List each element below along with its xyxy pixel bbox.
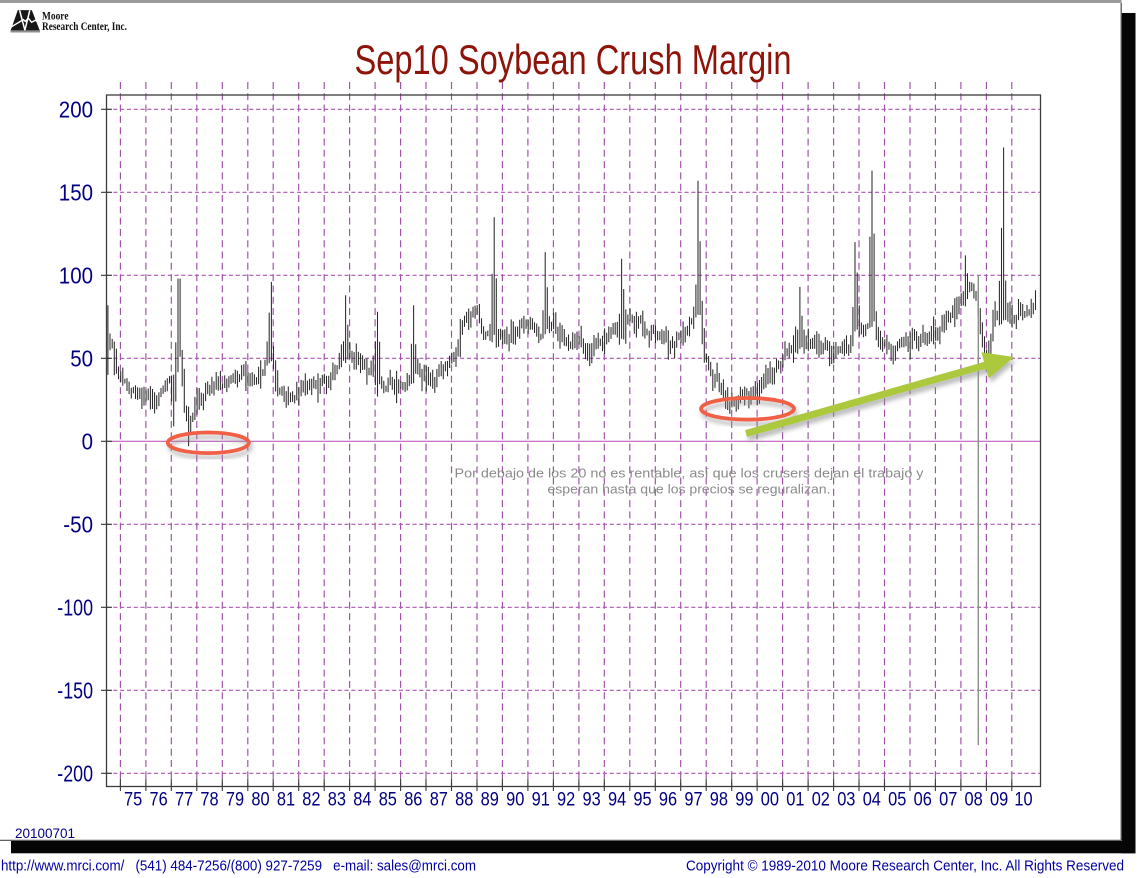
svg-text:09: 09 xyxy=(990,790,1008,811)
svg-text:97: 97 xyxy=(684,790,702,811)
svg-text:84: 84 xyxy=(353,790,372,811)
svg-text:06: 06 xyxy=(914,790,932,811)
svg-text:87: 87 xyxy=(430,790,448,811)
svg-text:78: 78 xyxy=(200,790,218,811)
svg-text:-200: -200 xyxy=(57,761,93,787)
svg-text:200: 200 xyxy=(59,97,93,123)
svg-text:79: 79 xyxy=(226,790,244,811)
svg-text:81: 81 xyxy=(277,790,295,811)
svg-text:00: 00 xyxy=(761,790,779,811)
svg-text:20100701: 20100701 xyxy=(15,826,75,841)
svg-text:99: 99 xyxy=(735,790,753,811)
svg-text:93: 93 xyxy=(583,790,601,811)
svg-text:0: 0 xyxy=(82,429,93,455)
svg-text:50: 50 xyxy=(70,346,93,372)
svg-text:98: 98 xyxy=(710,790,728,811)
svg-text:http://www.mrci.com/ (541) 4: http://www.mrci.com/ (541) 484-7256/(800… xyxy=(1,859,476,875)
svg-text:90: 90 xyxy=(506,790,524,811)
svg-text:-100: -100 xyxy=(57,595,93,621)
svg-text:76: 76 xyxy=(150,790,168,811)
svg-text:Por debajo de los 20 no es ren: Por debajo de los 20 no es rentable, así… xyxy=(455,466,924,481)
svg-text:05: 05 xyxy=(888,790,906,811)
svg-text:95: 95 xyxy=(633,790,651,811)
svg-text:77: 77 xyxy=(175,790,193,811)
svg-text:08: 08 xyxy=(965,790,983,811)
svg-text:82: 82 xyxy=(302,790,320,811)
svg-text:94: 94 xyxy=(608,790,627,811)
svg-text:92: 92 xyxy=(557,790,575,811)
svg-text:esperan hasta que los precios: esperan hasta que los precios se regural… xyxy=(548,482,831,497)
svg-text:10: 10 xyxy=(1014,790,1032,811)
svg-text:-150: -150 xyxy=(57,678,93,704)
svg-text:96: 96 xyxy=(659,790,677,811)
svg-text:02: 02 xyxy=(812,790,830,811)
svg-text:Research Center, Inc.: Research Center, Inc. xyxy=(42,21,127,33)
svg-text:01: 01 xyxy=(786,790,804,811)
svg-text:Moore: Moore xyxy=(42,11,69,23)
svg-text:83: 83 xyxy=(328,790,346,811)
svg-text:85: 85 xyxy=(379,790,397,811)
svg-text:89: 89 xyxy=(481,790,499,811)
svg-text:86: 86 xyxy=(404,790,422,811)
svg-text:04: 04 xyxy=(863,790,882,811)
svg-text:80: 80 xyxy=(251,790,269,811)
svg-text:100: 100 xyxy=(59,263,93,289)
svg-text:88: 88 xyxy=(455,790,473,811)
svg-text:03: 03 xyxy=(837,790,855,811)
svg-text:Sep10 Soybean Crush Margin: Sep10 Soybean Crush Margin xyxy=(355,36,792,83)
svg-text:75: 75 xyxy=(124,790,142,811)
svg-text:-50: -50 xyxy=(63,512,93,538)
svg-text:07: 07 xyxy=(939,790,957,811)
svg-text:150: 150 xyxy=(59,180,93,206)
svg-text:Copyright © 1989-2010 Moore Re: Copyright © 1989-2010 Moore Research Cen… xyxy=(686,859,1124,875)
svg-text:91: 91 xyxy=(532,790,550,811)
